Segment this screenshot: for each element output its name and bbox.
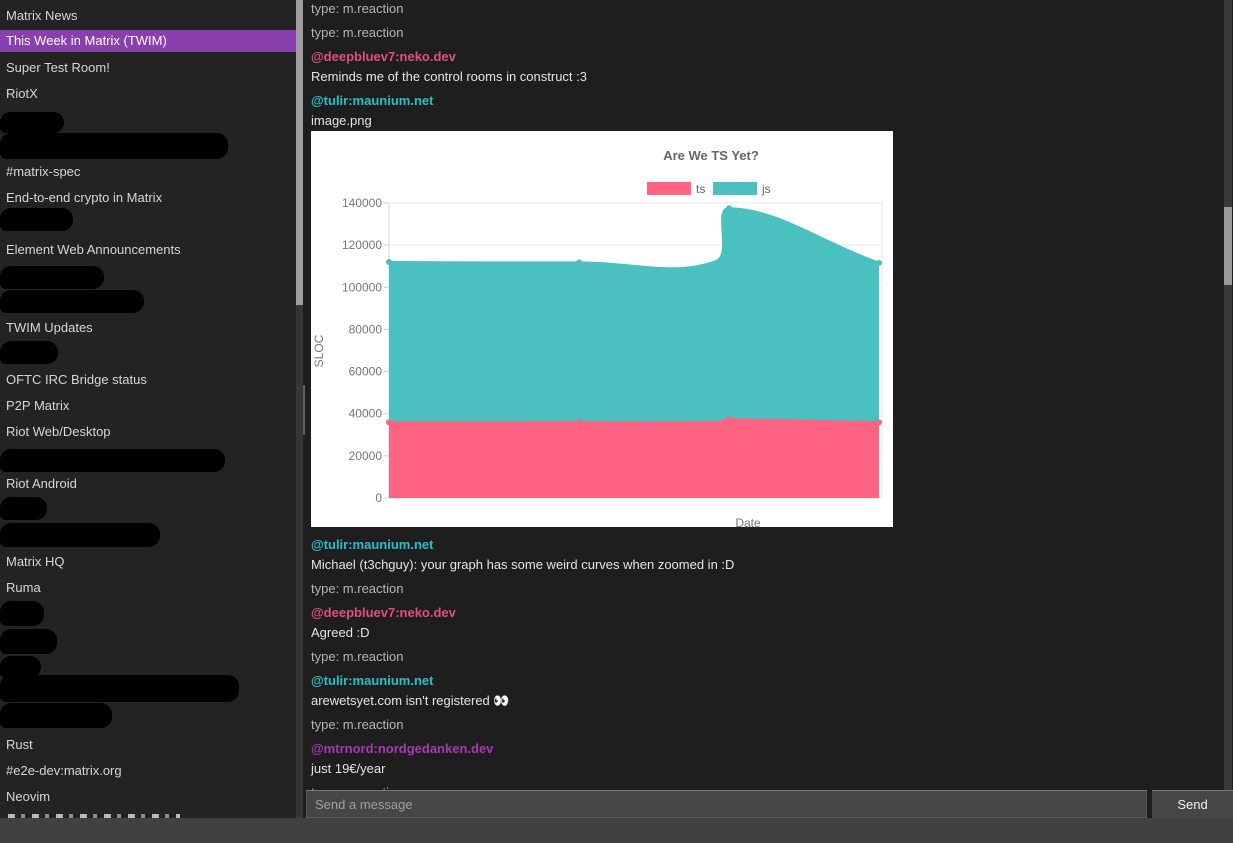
sidebar-room-item-redacted[interactable] — [0, 656, 41, 678]
message-sender[interactable]: @mtrnord:nordgedanken.dev — [311, 741, 494, 756]
message-sender[interactable]: @deepbluev7:neko.dev — [311, 605, 456, 620]
main-scrollbar-track[interactable] — [1224, 0, 1232, 790]
message-sender[interactable]: @deepbluev7:neko.dev — [311, 49, 456, 64]
sidebar-room-item[interactable]: Neovim — [6, 789, 51, 804]
svg-text:40000: 40000 — [349, 407, 383, 421]
event-type-text: type: m.reaction — [311, 1, 404, 16]
sidebar-room-item-redacted[interactable] — [0, 208, 73, 231]
event-type-text: type: m.reaction — [311, 717, 404, 732]
sidebar-room-item[interactable]: Riot Android — [6, 476, 77, 491]
svg-text:Date: Date — [735, 516, 761, 527]
svg-text:20000: 20000 — [349, 449, 383, 463]
event-type-text: type: m.reaction — [311, 649, 404, 664]
message-text: arewetsyet.com isn't registered 👀 — [311, 693, 510, 708]
chart-image-attachment[interactable]: 0 20000 40000 60000 80000 100000 120000 140000 A… — [311, 131, 893, 527]
svg-text:60000: 60000 — [349, 365, 383, 379]
sidebar-room-item-redacted[interactable] — [0, 266, 104, 289]
message-timeline: type: m.reaction type: m.reaction @deepblu… — [303, 0, 1233, 801]
sidebar-room-item[interactable]: P2P Matrix — [6, 398, 70, 413]
message-timeline-pane: type: m.reaction type: m.reaction @deepblu… — [303, 0, 1233, 818]
sidebar-room-item-redacted[interactable] — [0, 133, 228, 159]
message-text: just 19€/year — [311, 761, 386, 776]
sidebar-room-item[interactable]: Riot Web/Desktop — [6, 424, 111, 439]
message-composer: Send — [303, 790, 1233, 818]
sidebar-room-item[interactable]: End-to-end crypto in Matrix — [6, 190, 163, 205]
send-button[interactable]: Send — [1152, 790, 1233, 818]
sidebar-room-item[interactable]: #e2e-dev:matrix.org — [6, 763, 122, 778]
sidebar-room-item[interactable]: Rust — [6, 737, 33, 752]
window-bottom-bar — [0, 818, 1233, 843]
sidebar-room-item[interactable]: OFTC IRC Bridge status — [6, 372, 147, 387]
svg-text:140000: 140000 — [342, 196, 382, 210]
sidebar-room-item[interactable]: RiotX — [6, 86, 38, 101]
sidebar-room-item-clipped[interactable] — [8, 814, 180, 818]
sidebar-room-item[interactable]: TWIM Updates — [6, 320, 93, 335]
svg-text:0: 0 — [375, 491, 382, 505]
message-text: Agreed :D — [311, 625, 370, 640]
sidebar-room-item-redacted[interactable] — [0, 497, 47, 520]
sidebar-room-item-selected[interactable]: This Week in Matrix (TWIM) — [0, 30, 296, 52]
sidebar-room-item-redacted[interactable] — [0, 290, 144, 313]
message-sender[interactable]: @tulir:maunium.net — [311, 673, 434, 688]
svg-text:120000: 120000 — [342, 238, 382, 252]
message-text: image.png — [311, 113, 372, 128]
sidebar-room-item[interactable]: Ruma — [6, 580, 41, 595]
message-input[interactable] — [306, 790, 1147, 818]
svg-text:80000: 80000 — [349, 322, 383, 336]
sidebar-room-item-redacted[interactable] — [0, 523, 160, 547]
main-scrollbar-handle[interactable] — [1224, 207, 1232, 285]
message-sender[interactable]: @tulir:maunium.net — [311, 537, 434, 552]
timeline-scrollbar-handle[interactable] — [303, 385, 305, 435]
svg-text:ts: ts — [696, 182, 705, 196]
event-type-text: type: m.reaction — [311, 581, 404, 596]
message-sender[interactable]: @tulir:maunium.net — [311, 93, 434, 108]
svg-text:js: js — [761, 182, 771, 196]
sidebar-room-item[interactable]: Matrix HQ — [6, 554, 65, 569]
sidebar-room-item-redacted[interactable] — [0, 449, 225, 472]
sidebar-room-item-redacted[interactable] — [0, 601, 44, 626]
sidebar-room-item-redacted[interactable] — [0, 112, 64, 133]
sidebar-room-item[interactable]: Super Test Room! — [6, 60, 110, 75]
sidebar-room-item-redacted[interactable] — [0, 675, 239, 702]
sidebar-room-item[interactable]: Matrix News — [6, 8, 78, 23]
svg-text:100000: 100000 — [342, 280, 382, 294]
sidebar-scrollbar-handle[interactable] — [296, 0, 303, 305]
room-list-sidebar: Matrix News This Week in Matrix (TWIM) Sup… — [0, 0, 296, 818]
sidebar-room-item-redacted[interactable] — [0, 629, 57, 654]
sidebar-room-item-redacted[interactable] — [0, 341, 58, 364]
svg-text:Are We TS Yet?: Are We TS Yet? — [663, 148, 759, 163]
message-text: Reminds me of the control rooms in const… — [311, 69, 588, 84]
sidebar-room-item[interactable]: #matrix-spec — [6, 164, 81, 179]
svg-text:SLOC: SLOC — [312, 334, 326, 367]
event-type-text: type: m.reaction — [311, 25, 404, 40]
sidebar-scrollbar-track[interactable] — [296, 0, 303, 818]
sidebar-room-item[interactable]: Element Web Announcements — [6, 242, 181, 257]
sidebar-room-item-redacted[interactable] — [0, 703, 112, 728]
message-text: Michael (t3chguy): your graph has some w… — [311, 557, 735, 572]
